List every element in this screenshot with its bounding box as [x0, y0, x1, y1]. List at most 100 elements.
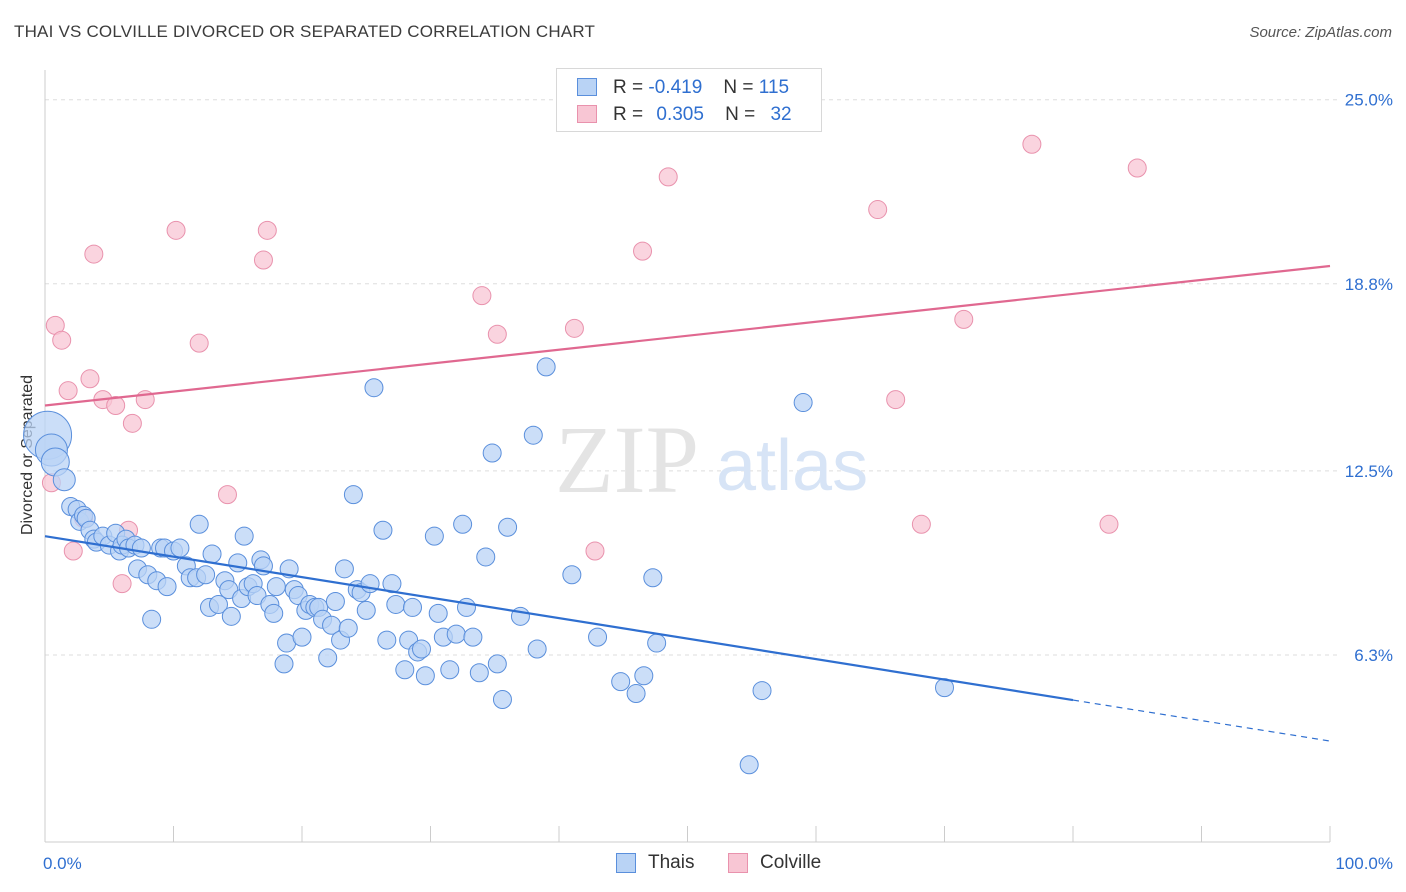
thais-point [377, 630, 397, 650]
thais-point [562, 565, 582, 585]
thais-point [386, 594, 406, 614]
thais-point [611, 672, 631, 692]
colville-point [166, 220, 186, 240]
thais-point [318, 648, 338, 668]
thais-point [634, 666, 654, 686]
colville-point [63, 541, 83, 561]
x-tick-label: 0.0% [43, 854, 82, 873]
n-value: 115 [758, 77, 790, 98]
thais-point [343, 485, 363, 505]
thais-point [221, 606, 241, 626]
legend-row-text: R = -0.419 N = 115 [613, 77, 789, 99]
watermark: ZIP atlas [555, 406, 868, 513]
thais-point [157, 577, 177, 597]
y-tick-label: 18.8% [1345, 275, 1393, 294]
r-label: R = [613, 104, 644, 125]
colville-point [257, 220, 277, 240]
n-label: N = [725, 104, 756, 125]
trend-lines [44, 264, 1331, 742]
thais-trend-extension [1072, 699, 1331, 742]
thais-point [476, 547, 496, 567]
n-value: 32 [770, 104, 792, 125]
thais-point [208, 594, 228, 614]
colville-point [122, 413, 142, 433]
n-label: N = [723, 77, 754, 98]
thais-point [453, 514, 473, 534]
thais-point [412, 639, 432, 659]
thais-point [482, 443, 502, 463]
thais-point [266, 577, 286, 597]
colville-point [58, 381, 78, 401]
thais-point [446, 624, 466, 644]
colville-point [487, 324, 507, 344]
colville-point [84, 244, 104, 264]
thais-point [382, 574, 402, 594]
thais-point [52, 468, 76, 492]
thais-point [752, 681, 772, 701]
thais-point [456, 597, 476, 617]
thais-point [463, 627, 483, 647]
thais-point [498, 517, 518, 537]
chart-title: THAI VS COLVILLE DIVORCED OR SEPARATED C… [14, 22, 596, 41]
thais-point [424, 526, 444, 546]
thais-point [264, 603, 284, 623]
watermark-zip: ZIP [555, 406, 699, 513]
colville-swatch [728, 853, 748, 873]
thais-point [170, 538, 190, 558]
thais-point [739, 755, 759, 775]
thais-point [356, 600, 376, 620]
colville-point [633, 241, 653, 261]
thais-point [196, 565, 216, 585]
thais-point [189, 514, 209, 534]
colville-point [253, 250, 273, 270]
source-credit: Source: ZipAtlas.com [1249, 24, 1392, 41]
correlation-legend: R = -0.419 N = 115 R = 0.305 N = 32 [556, 68, 822, 132]
thais-point [334, 559, 354, 579]
colville-point [52, 330, 72, 350]
thais-point [364, 378, 384, 398]
thais-point [228, 553, 248, 573]
thais-point [415, 666, 435, 686]
r-value: -0.419 [648, 77, 703, 98]
r-label: R = [613, 77, 644, 98]
thais-point [536, 357, 556, 377]
thais-point [274, 654, 294, 674]
r-value: 0.305 [656, 104, 704, 125]
legend-label-colville: Colville [760, 852, 822, 873]
thais-point [626, 684, 646, 704]
colville-point [564, 318, 584, 338]
colville-swatch [577, 105, 597, 123]
thais-point [403, 597, 423, 617]
watermark-atlas: atlas [716, 426, 868, 506]
colville-point [868, 200, 888, 220]
colville-point [1022, 134, 1042, 154]
colville-point [189, 333, 209, 353]
thais-point [523, 425, 543, 445]
thais-point [647, 633, 667, 653]
thais-point [428, 603, 448, 623]
thais-point [292, 627, 312, 647]
colville-point [80, 369, 100, 389]
thais-point [373, 520, 393, 540]
thais-points [23, 357, 954, 775]
thais-point [325, 591, 345, 611]
x-tick-labels: 0.0% 100.0% [43, 854, 1393, 873]
thais-point [492, 689, 512, 709]
thais-point [234, 526, 254, 546]
y-tick-label: 25.0% [1345, 91, 1393, 110]
colville-point [112, 574, 132, 594]
thais-point [202, 544, 222, 564]
thais-point [643, 568, 663, 588]
colville-point [106, 396, 126, 416]
legend-row-text: R = 0.305 N = 32 [613, 104, 792, 126]
thais-swatch [577, 78, 597, 96]
colville-point [585, 541, 605, 561]
thais-swatch [616, 853, 636, 873]
thais-point [395, 660, 415, 680]
colville-point [658, 167, 678, 187]
colville-point [1127, 158, 1147, 178]
y-tick-label: 12.5% [1345, 462, 1393, 481]
x-tick-label: 100.0% [1335, 854, 1393, 873]
colville-point [954, 309, 974, 329]
thais-point [131, 538, 151, 558]
